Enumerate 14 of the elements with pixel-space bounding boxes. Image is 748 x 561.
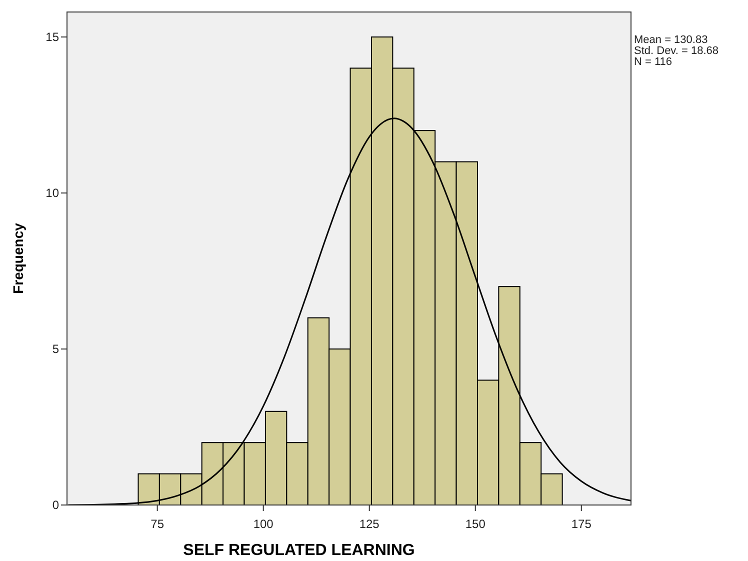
text: N = 116 xyxy=(634,56,672,68)
y-tick-label: 0 xyxy=(52,498,60,512)
x-tick-label: 125 xyxy=(359,517,380,531)
x-tick-label: 75 xyxy=(150,517,164,531)
x-tick-label: 100 xyxy=(253,517,274,531)
y-axis-title: Frequency xyxy=(10,222,26,294)
y-tick-label: 5 xyxy=(52,342,60,356)
x-tick-label: 150 xyxy=(465,517,486,531)
x-axis-title: SELF REGULATED LEARNING xyxy=(183,542,415,559)
text: Mean = 130.83 xyxy=(634,34,708,46)
y-tick-label: 15 xyxy=(46,30,60,44)
text: Std. Dev. = 18.68 xyxy=(634,45,718,57)
x-tick-label: 175 xyxy=(571,517,592,531)
y-tick-label: 10 xyxy=(46,186,60,200)
